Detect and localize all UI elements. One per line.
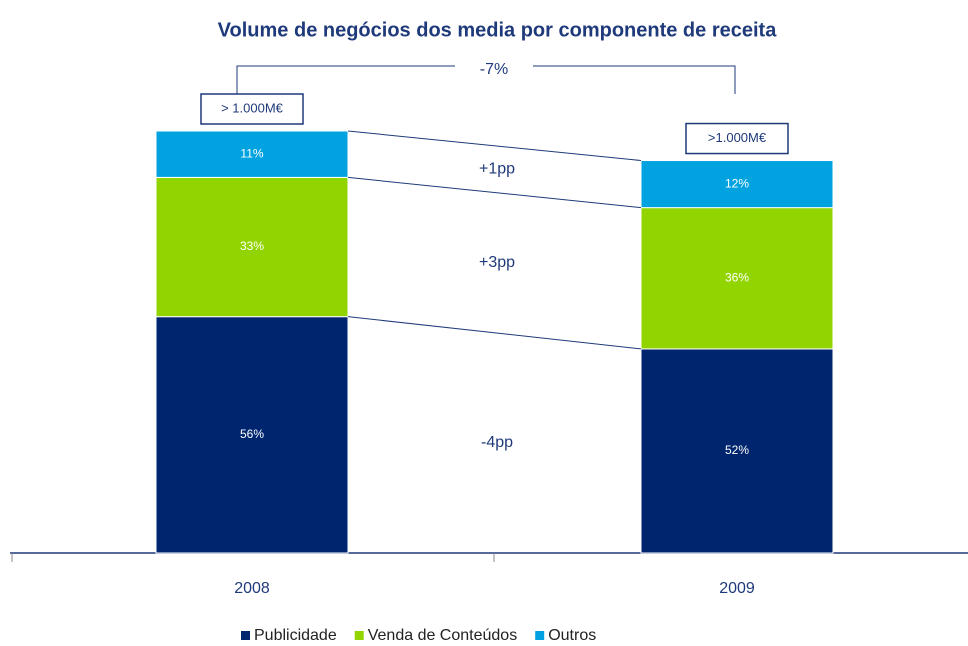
chart-title: Volume de negócios dos media por compone… bbox=[218, 19, 778, 41]
legend-swatch bbox=[535, 631, 545, 640]
total-box bbox=[685, 122, 789, 155]
change-label: -7% bbox=[480, 61, 508, 78]
total-label: > 1.000M€ bbox=[221, 100, 284, 115]
value-label: 36% bbox=[725, 270, 749, 284]
delta-label: -4pp bbox=[481, 434, 513, 451]
value-label: 33% bbox=[240, 239, 264, 253]
total-label: >1.000M€ bbox=[708, 130, 767, 145]
connector bbox=[347, 176, 642, 209]
bar-segment bbox=[155, 130, 349, 178]
bracket bbox=[236, 65, 736, 94]
bar-segment bbox=[640, 207, 834, 350]
bar-segment bbox=[640, 160, 834, 209]
value-label: 12% bbox=[725, 176, 749, 190]
delta-label: +3pp bbox=[479, 254, 515, 271]
x-tick-label: 2009 bbox=[719, 580, 755, 597]
x-tick-label: 2008 bbox=[234, 580, 270, 597]
legend-label: Outros bbox=[548, 627, 596, 644]
total-box bbox=[200, 93, 304, 125]
value-label: 56% bbox=[240, 427, 264, 441]
bar-segment bbox=[155, 316, 349, 554]
connector bbox=[347, 316, 642, 350]
delta-label: +1pp bbox=[479, 160, 515, 177]
legend-label: Venda de Conteúdos bbox=[368, 627, 517, 644]
value-label: 52% bbox=[725, 443, 749, 457]
connector bbox=[347, 130, 642, 162]
legend-swatch bbox=[354, 631, 364, 640]
value-label: 11% bbox=[240, 146, 263, 160]
bar-segment bbox=[640, 348, 834, 554]
legend-swatch bbox=[241, 631, 250, 640]
legend-label: Publicidade bbox=[254, 627, 337, 644]
